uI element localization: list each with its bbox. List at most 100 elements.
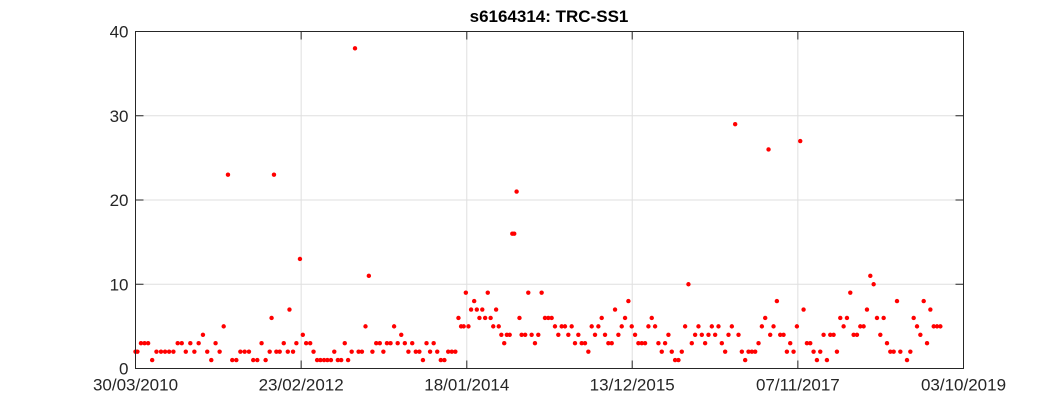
data-point (821, 332, 826, 337)
data-point (619, 324, 624, 329)
data-point (311, 349, 316, 354)
data-point (213, 341, 218, 346)
data-point (512, 231, 517, 236)
data-point (908, 349, 913, 354)
data-point (285, 349, 290, 354)
data-point (848, 290, 853, 295)
data-point (300, 332, 306, 337)
data-point (352, 46, 358, 51)
data-point (861, 324, 866, 329)
data-point (579, 341, 584, 346)
data-point (629, 324, 634, 329)
data-point (682, 324, 688, 329)
data-point (666, 332, 671, 337)
data-point (778, 332, 783, 337)
data-point (851, 332, 856, 337)
data-point (431, 341, 436, 346)
data-point (274, 349, 279, 354)
data-point (934, 324, 940, 329)
data-point (471, 298, 477, 304)
data-point (542, 315, 548, 321)
data-point (871, 282, 876, 287)
data-point (374, 341, 379, 346)
data-point (774, 298, 780, 304)
data-point (477, 315, 482, 321)
data-point (442, 357, 447, 363)
points-layer (133, 46, 943, 363)
data-point (488, 315, 493, 321)
data-point (453, 349, 458, 354)
data-point (468, 307, 474, 312)
data-point (556, 332, 561, 337)
data-point (225, 172, 231, 177)
data-point (649, 315, 654, 321)
data-point (491, 324, 496, 329)
data-point (699, 332, 704, 337)
data-point (251, 357, 256, 363)
data-point (552, 324, 558, 329)
data-point (808, 341, 813, 346)
data-point (234, 357, 239, 363)
data-point (636, 341, 641, 346)
x-tick-label: 13/12/2015 (590, 376, 675, 395)
data-point (768, 332, 773, 337)
data-point (722, 349, 728, 354)
data-point (269, 315, 274, 321)
data-point (342, 341, 347, 346)
data-point (395, 341, 400, 346)
data-point (938, 324, 943, 329)
data-point (874, 315, 880, 321)
data-point (196, 341, 201, 346)
data-point (526, 290, 531, 295)
data-point (589, 324, 594, 329)
x-tick-label: 03/10/2019 (921, 376, 1006, 395)
data-point (656, 341, 661, 346)
data-point (652, 324, 658, 329)
y-tick-label: 40 (110, 23, 129, 42)
data-point (766, 147, 771, 152)
x-tick-label: 23/02/2012 (259, 376, 344, 395)
data-point (424, 341, 429, 346)
data-point (784, 349, 790, 354)
data-point (752, 349, 758, 354)
data-point (642, 341, 648, 346)
y-tick-label: 30 (110, 107, 129, 126)
y-tick-label: 0 (119, 360, 128, 379)
data-point (175, 341, 180, 346)
data-point (406, 349, 411, 354)
data-point (328, 357, 334, 363)
data-point (192, 349, 197, 354)
data-point (522, 332, 528, 337)
data-point (532, 341, 538, 346)
data-point (736, 332, 741, 337)
data-point (781, 332, 786, 337)
data-point (183, 349, 188, 354)
data-point (149, 357, 155, 363)
data-point (596, 324, 601, 329)
data-point (514, 189, 519, 194)
data-point (277, 349, 282, 354)
data-point (739, 349, 745, 354)
data-point (911, 315, 916, 321)
data-point (496, 324, 501, 329)
data-point (831, 332, 836, 337)
data-point (242, 349, 247, 354)
data-point (519, 332, 524, 337)
data-point (788, 341, 793, 346)
data-point (246, 349, 252, 354)
data-point (891, 349, 896, 354)
data-point (801, 307, 806, 312)
data-point (798, 138, 803, 144)
data-point (205, 349, 210, 354)
data-point (749, 349, 755, 354)
data-point (230, 357, 235, 363)
data-point (335, 357, 341, 363)
data-point (746, 349, 751, 354)
data-point (391, 324, 397, 329)
data-point (702, 341, 708, 346)
data-point (924, 341, 930, 346)
data-point (818, 349, 823, 354)
x-tick-label: 30/03/2010 (93, 376, 178, 395)
y-tick-label: 10 (110, 275, 129, 294)
data-point (612, 307, 618, 312)
